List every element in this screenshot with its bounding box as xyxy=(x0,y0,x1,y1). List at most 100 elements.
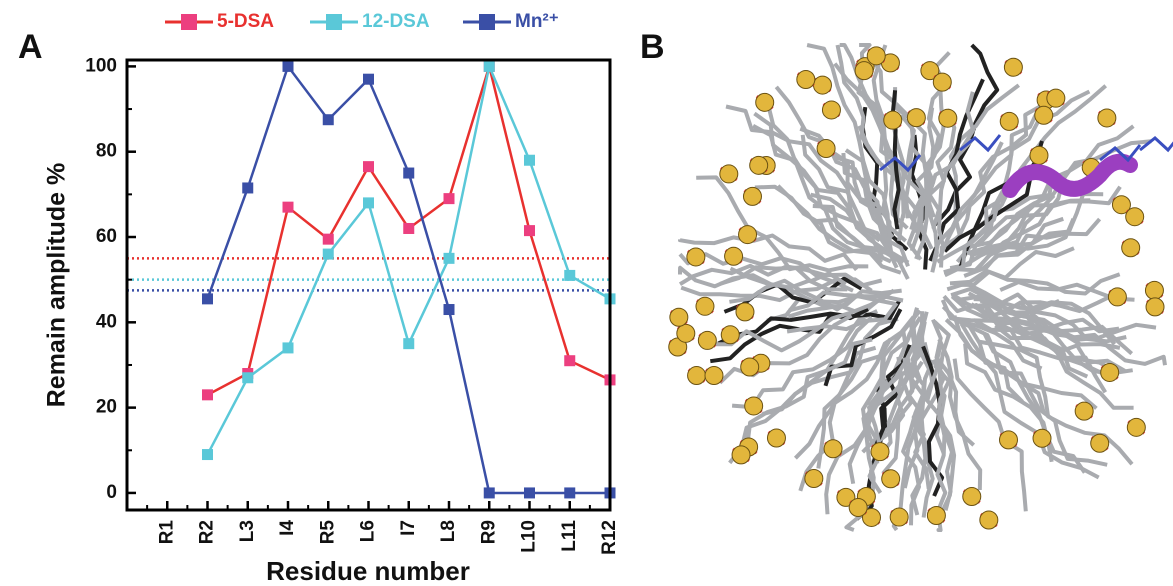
phosphorus xyxy=(742,186,762,206)
marker xyxy=(363,73,374,85)
lipid-chain xyxy=(958,299,1127,344)
lipid-chain xyxy=(881,326,923,475)
x-tick-label: L8 xyxy=(438,520,459,542)
phosphorus xyxy=(999,111,1019,131)
marker xyxy=(322,233,334,245)
legend-label: Mn²⁺ xyxy=(515,11,559,32)
phosphorus xyxy=(812,75,832,95)
micelle-image xyxy=(668,43,1173,532)
lipid-chain xyxy=(949,246,1075,286)
phosphorus xyxy=(1029,145,1049,165)
phosphorus xyxy=(854,61,874,81)
phosphorus xyxy=(1145,297,1165,317)
lipid-chain xyxy=(979,292,1117,346)
marker xyxy=(202,449,213,461)
phosphorus xyxy=(704,366,724,386)
marker xyxy=(282,60,294,72)
phosphorus xyxy=(979,510,999,530)
lipid-chain xyxy=(800,134,881,243)
side-chain xyxy=(879,154,922,173)
lipid-chain xyxy=(867,322,917,447)
legend-marker xyxy=(326,14,342,30)
phosphorus xyxy=(1074,401,1094,421)
marker xyxy=(524,225,535,237)
phosphorus xyxy=(926,506,946,526)
phosphorus xyxy=(883,110,903,130)
lipid-chain xyxy=(927,91,976,273)
phosphorus xyxy=(938,108,958,128)
phosphorus xyxy=(1046,88,1066,108)
lipid-chain xyxy=(788,290,904,313)
phosphorus xyxy=(697,330,717,350)
phosphorus xyxy=(861,507,881,527)
legend-marker xyxy=(181,14,197,30)
lipid-chain xyxy=(937,338,983,491)
x-tick-label: L10 xyxy=(519,520,540,553)
marker xyxy=(403,338,415,350)
phosphorus xyxy=(687,366,707,386)
marker xyxy=(524,487,535,499)
phosphorus xyxy=(735,302,755,322)
marker xyxy=(282,342,294,354)
lipid-chain xyxy=(718,313,853,385)
phosphorus xyxy=(1097,108,1117,128)
phosphorus xyxy=(695,296,715,316)
phosphorus xyxy=(870,442,890,462)
y-tick-label: 0 xyxy=(106,482,117,503)
phosphorus xyxy=(755,92,775,112)
phosphorus xyxy=(796,69,816,89)
phosphorus xyxy=(669,307,689,327)
marker xyxy=(564,269,576,281)
x-tick-label: R12 xyxy=(599,520,620,555)
marker xyxy=(242,182,254,194)
phosphorus xyxy=(1100,362,1120,382)
lipid-chain xyxy=(696,175,869,273)
lipid-chain xyxy=(943,194,1056,278)
phosphorus xyxy=(676,323,696,343)
marker xyxy=(564,355,576,367)
lipid-chain xyxy=(824,354,886,515)
marker xyxy=(443,193,455,205)
phosphorus xyxy=(1107,287,1127,307)
lipid-chain xyxy=(953,269,1121,296)
phosphorus xyxy=(686,247,706,267)
lipid-chain xyxy=(969,198,1091,259)
lipid-chain xyxy=(901,360,925,526)
lipid-chain xyxy=(678,265,848,292)
x-tick-label: R1 xyxy=(156,520,177,545)
lipid-chain xyxy=(963,216,1064,278)
marker xyxy=(322,248,334,260)
lipid-chain xyxy=(952,358,1028,512)
phosphorus xyxy=(1034,105,1054,125)
phosphorus xyxy=(1090,433,1110,453)
x-tick-label: L6 xyxy=(358,520,379,542)
x-tick-label: R9 xyxy=(478,520,499,544)
lipid-chain xyxy=(678,233,859,272)
side-chain xyxy=(1099,144,1142,163)
peptide-helix xyxy=(1002,153,1138,198)
lipid-chain xyxy=(931,318,976,447)
phosphorus xyxy=(962,487,982,507)
lipid-chain xyxy=(844,148,910,267)
side-chain xyxy=(959,134,1002,153)
lipid-chain xyxy=(754,184,884,264)
x-tick-label: L11 xyxy=(559,520,580,552)
x-tick-label: I4 xyxy=(277,520,298,536)
x-tick-label: I7 xyxy=(398,520,419,536)
y-tick-label: 60 xyxy=(96,226,117,247)
phosphorus xyxy=(719,164,739,184)
legend-marker xyxy=(479,14,495,30)
plot-frame xyxy=(125,58,612,512)
lipid-chain xyxy=(711,294,889,353)
lipid-chain xyxy=(944,318,1046,413)
lipid-chain xyxy=(832,154,890,251)
phosphorus xyxy=(740,357,760,377)
phosphorus xyxy=(823,439,843,459)
phosphorus xyxy=(906,108,926,128)
lipid-chain xyxy=(752,124,905,265)
marker xyxy=(242,372,254,384)
phosphorus xyxy=(1032,428,1052,448)
lipid-chain xyxy=(816,337,893,469)
lipid-chain xyxy=(972,318,1118,374)
lipid-chain xyxy=(753,111,887,252)
